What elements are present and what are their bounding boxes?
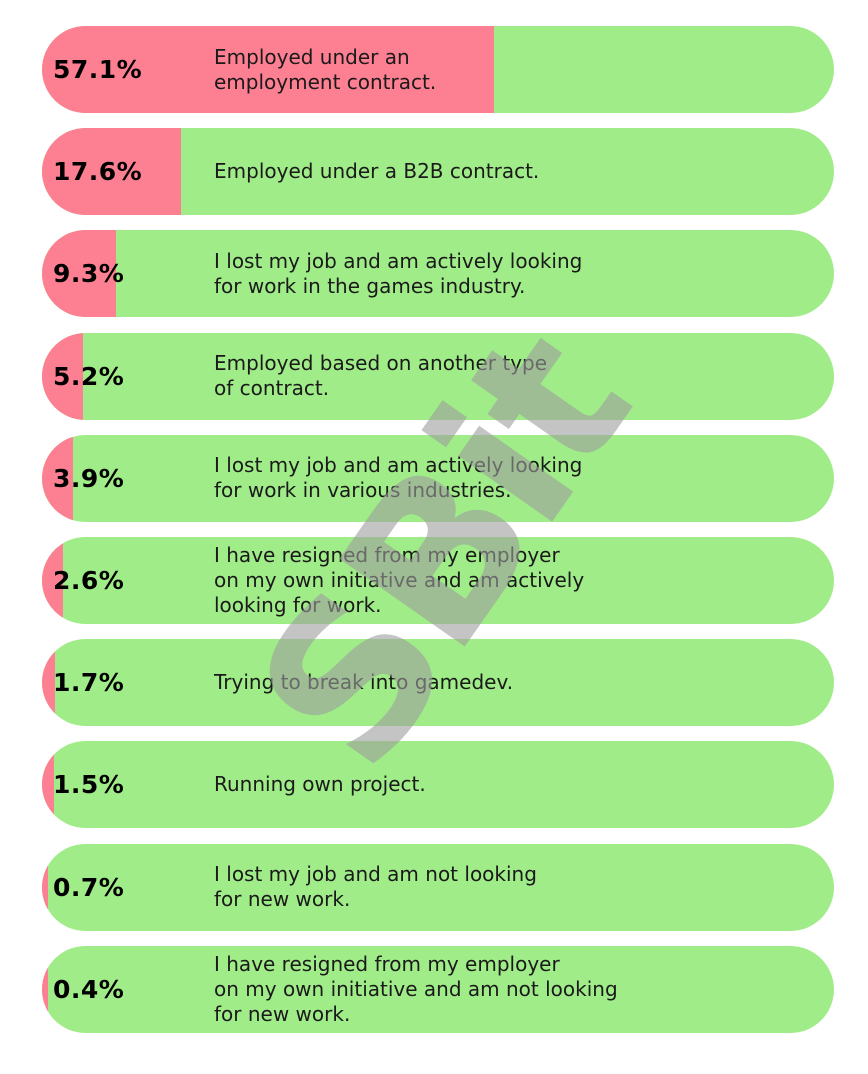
bar-category-label: Employed based on another type of contra…: [214, 351, 548, 401]
bar-track: [42, 741, 834, 829]
bar-fill: [42, 843, 48, 931]
bar-track: [42, 945, 834, 1033]
bar-fill: [42, 434, 73, 522]
bar-track: [42, 639, 834, 727]
bar-fill: [42, 230, 116, 318]
bar-row: 2.6% I have resigned from my employer on …: [42, 537, 834, 624]
bar-value-label: 5.2%: [53, 361, 125, 391]
bar-category-label: I have resigned from my employer on my o…: [214, 543, 585, 617]
bar-category-label: I lost my job and am actively looking fo…: [214, 248, 583, 298]
bar-value-label: 57.1%: [53, 55, 143, 84]
bar-fill: [42, 128, 182, 216]
bar-value-label: 1.7%: [53, 668, 125, 698]
bar-track: [42, 332, 834, 420]
bar-track: [42, 434, 834, 522]
bar-fill: [42, 332, 84, 420]
bar-fill: [42, 639, 56, 727]
bar-category-label: Employed under a B2B contract.: [214, 159, 540, 184]
bar-category-label: Trying to break into gamedev.: [214, 670, 514, 695]
bar-category-label: Employed under an employment contract.: [214, 44, 437, 94]
bar-row: 57.1% Employed under an employment contra…: [42, 26, 834, 113]
bar-row: 1.5% Running own project.: [42, 741, 834, 829]
bar-row: 0.4% I have resigned from my employer on …: [42, 945, 834, 1033]
bar-row: 0.7% I lost my job and am not looking for…: [42, 843, 834, 931]
bar-fill: [42, 945, 48, 1033]
bar-value-label: 17.6%: [53, 157, 143, 187]
bar-row: 5.2% Employed based on another type of co…: [42, 332, 834, 420]
bar-track: [42, 537, 834, 624]
bar-track: [42, 230, 834, 318]
bar-value-label: 3.9%: [53, 463, 125, 493]
bar-category-label: I have resigned from my employer on my o…: [214, 951, 618, 1026]
bar-row: 9.3% I lost my job and am actively lookin…: [42, 230, 834, 318]
bar-track: [42, 843, 834, 931]
bar-fill: [42, 26, 495, 113]
bar-row: 1.7% Trying to break into gamedev.: [42, 639, 834, 727]
bar-category-label: I lost my job and am actively looking fo…: [214, 453, 583, 503]
bar-value-label: 2.6%: [53, 566, 125, 595]
bar-row: 3.9% I lost my job and am actively lookin…: [42, 434, 834, 522]
bar-value-label: 9.3%: [53, 259, 125, 289]
bar-row: 17.6% Employed under a B2B contract.: [42, 128, 834, 216]
bar-value-label: 0.7%: [53, 872, 125, 902]
bar-fill: [42, 741, 54, 829]
bar-value-label: 1.5%: [53, 770, 125, 800]
bar-category-label: I lost my job and am not looking for new…: [214, 862, 537, 912]
bar-fill: [42, 537, 63, 624]
bar-value-label: 0.4%: [53, 974, 125, 1004]
bar-category-label: Running own project.: [214, 772, 426, 797]
